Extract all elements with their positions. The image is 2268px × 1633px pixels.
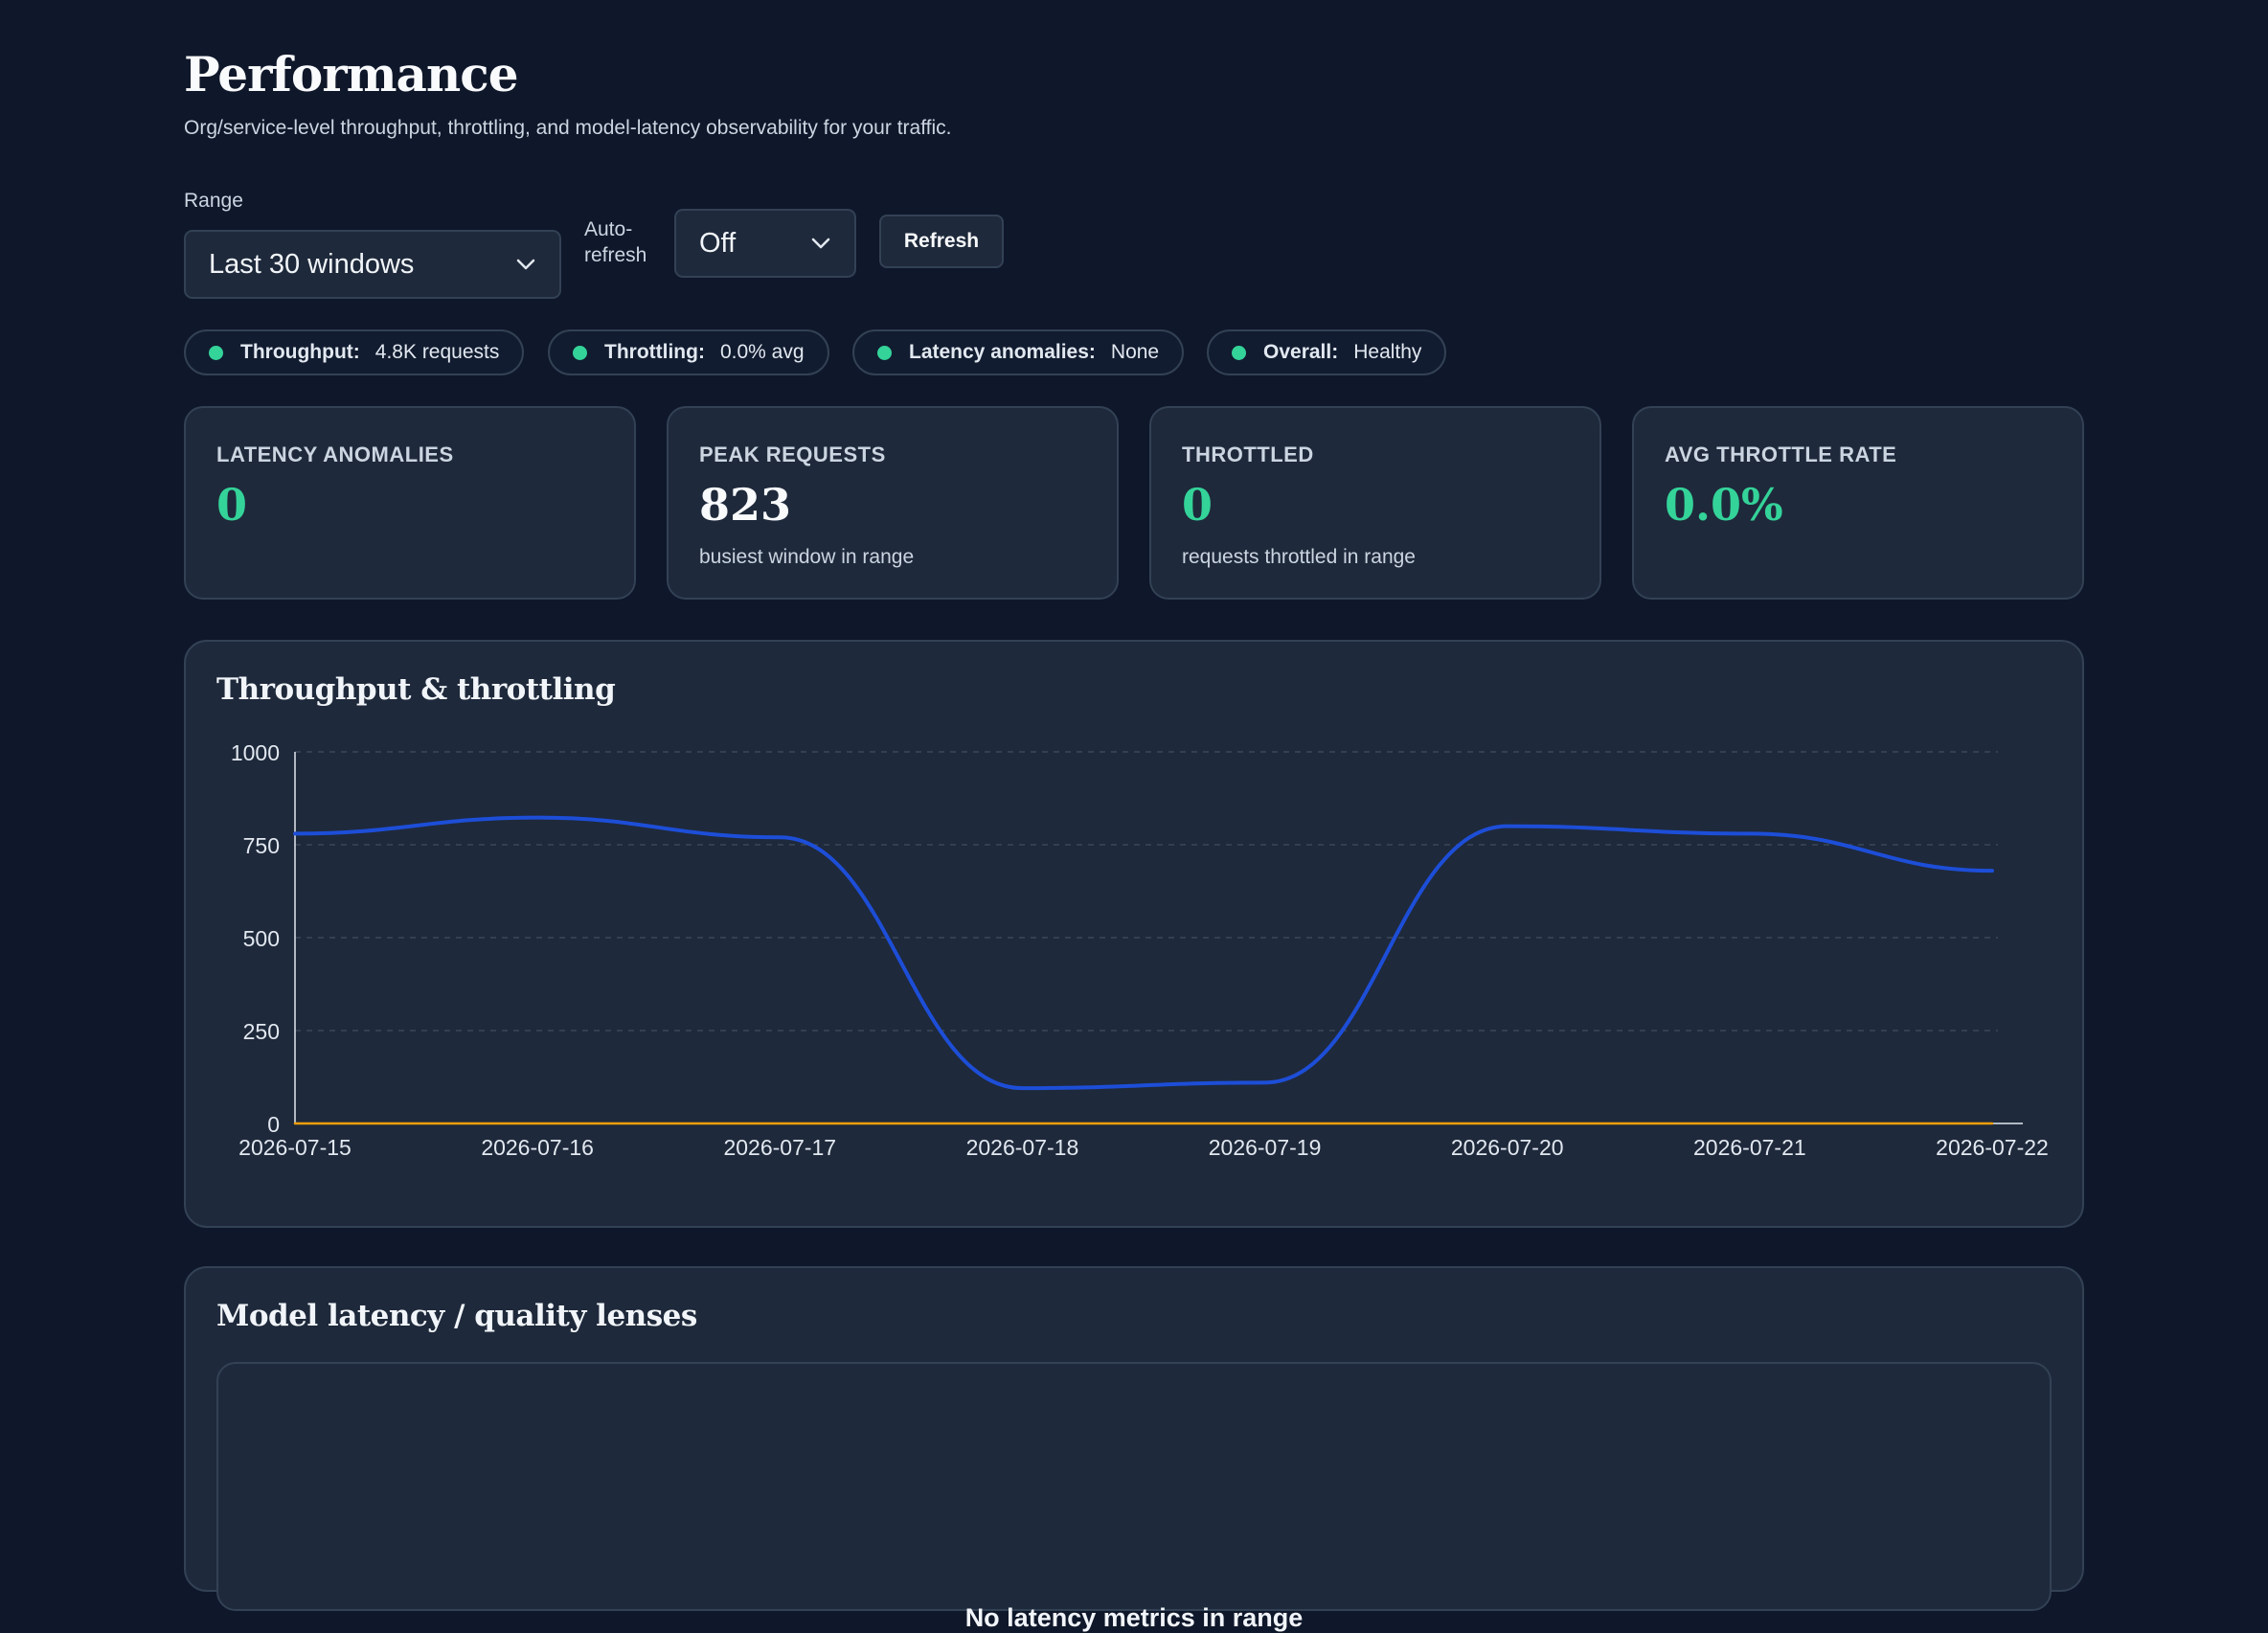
stat-card-value: 823 [699, 479, 791, 531]
range-label: Range [184, 190, 243, 213]
y-tick-label: 1000 [231, 740, 280, 765]
stat-card-value: 0 [1182, 479, 1213, 531]
chevron-down-icon [810, 237, 831, 250]
status-dot-icon [573, 346, 587, 360]
y-tick-label: 750 [243, 833, 280, 858]
status-pill-key: Overall: [1263, 341, 1338, 364]
stat-card-latency-anomalies: LATENCY ANOMALIES 0 [184, 406, 636, 600]
latency-lens-panel-title: Model latency / quality lenses [216, 1299, 697, 1333]
status-dot-icon [877, 346, 892, 360]
x-tick-label: 2026-07-16 [481, 1135, 594, 1160]
x-tick-label: 2026-07-22 [1936, 1135, 2049, 1160]
status-pill-value: Healthy [1353, 341, 1421, 364]
throughput-chart: 0 250 500 750 1000 2026-07-15 2026-07-16 2026-0… [186, 642, 2082, 1226]
x-tick-label: 2026-07-17 [723, 1135, 836, 1160]
range-select-value: Last 30 windows [209, 249, 414, 281]
status-pill-value: 0.0% avg [720, 341, 805, 364]
series-line-0 [295, 818, 1992, 1088]
stat-card-sub: requests throttled in range [1182, 546, 1416, 569]
stat-card-value: 0 [216, 479, 247, 531]
stat-card-label: PEAK REQUESTS [699, 442, 886, 467]
stat-card-sub: busiest window in range [699, 546, 914, 569]
auto-refresh-label-line1: Auto- [584, 216, 665, 242]
stat-card-label: LATENCY ANOMALIES [216, 442, 454, 467]
status-dot-icon [1232, 346, 1246, 360]
stat-card-throttled: THROTTLED 0 requests throttled in range [1149, 406, 1601, 600]
y-tick-label: 250 [243, 1019, 280, 1044]
x-tick-label: 2026-07-21 [1693, 1135, 1806, 1160]
range-select[interactable]: Last 30 windows [184, 230, 561, 299]
x-tick-label: 2026-07-15 [238, 1135, 352, 1160]
latency-empty-state: No latency metrics in range [216, 1362, 2052, 1611]
y-tick-label: 0 [267, 1112, 280, 1137]
page-title: Performance [184, 46, 518, 102]
stat-card-peak-requests: PEAK REQUESTS 823 busiest window in rang… [667, 406, 1119, 600]
status-pill-throttling: Throttling: 0.0% avg [548, 329, 829, 375]
status-dot-icon [209, 346, 223, 360]
auto-refresh-select-value: Off [699, 228, 736, 260]
status-pill-latency-anomalies: Latency anomalies: None [852, 329, 1184, 375]
page-subtitle: Org/service-level throughput, throttling… [184, 117, 952, 140]
x-tick-label: 2026-07-19 [1209, 1135, 1322, 1160]
status-pill-throughput: Throughput: 4.8K requests [184, 329, 524, 375]
refresh-button[interactable]: Refresh [879, 215, 1004, 268]
stat-card-value: 0.0% [1665, 479, 1783, 531]
auto-refresh-label: Auto- refresh [584, 216, 665, 268]
status-pill-value: 4.8K requests [375, 341, 500, 364]
latency-lens-panel: Model latency / quality lenses No latenc… [184, 1266, 2084, 1592]
chevron-down-icon [515, 258, 536, 271]
status-pill-key: Latency anomalies: [909, 341, 1096, 364]
empty-state-message: No latency metrics in range [218, 1603, 2050, 1633]
stat-card-label: AVG THROTTLE RATE [1665, 442, 1896, 467]
auto-refresh-label-line2: refresh [584, 242, 665, 268]
x-tick-label: 2026-07-18 [966, 1135, 1079, 1160]
stat-card-avg-throttle-rate: AVG THROTTLE RATE 0.0% [1632, 406, 2084, 600]
x-tick-label: 2026-07-20 [1451, 1135, 1564, 1160]
status-pill-key: Throttling: [604, 341, 705, 364]
status-pill-key: Throughput: [240, 341, 360, 364]
y-tick-label: 500 [243, 926, 280, 951]
stat-card-label: THROTTLED [1182, 442, 1314, 467]
auto-refresh-select[interactable]: Off [674, 209, 856, 278]
status-pill-value: None [1111, 341, 1159, 364]
status-pill-overall: Overall: Healthy [1207, 329, 1446, 375]
